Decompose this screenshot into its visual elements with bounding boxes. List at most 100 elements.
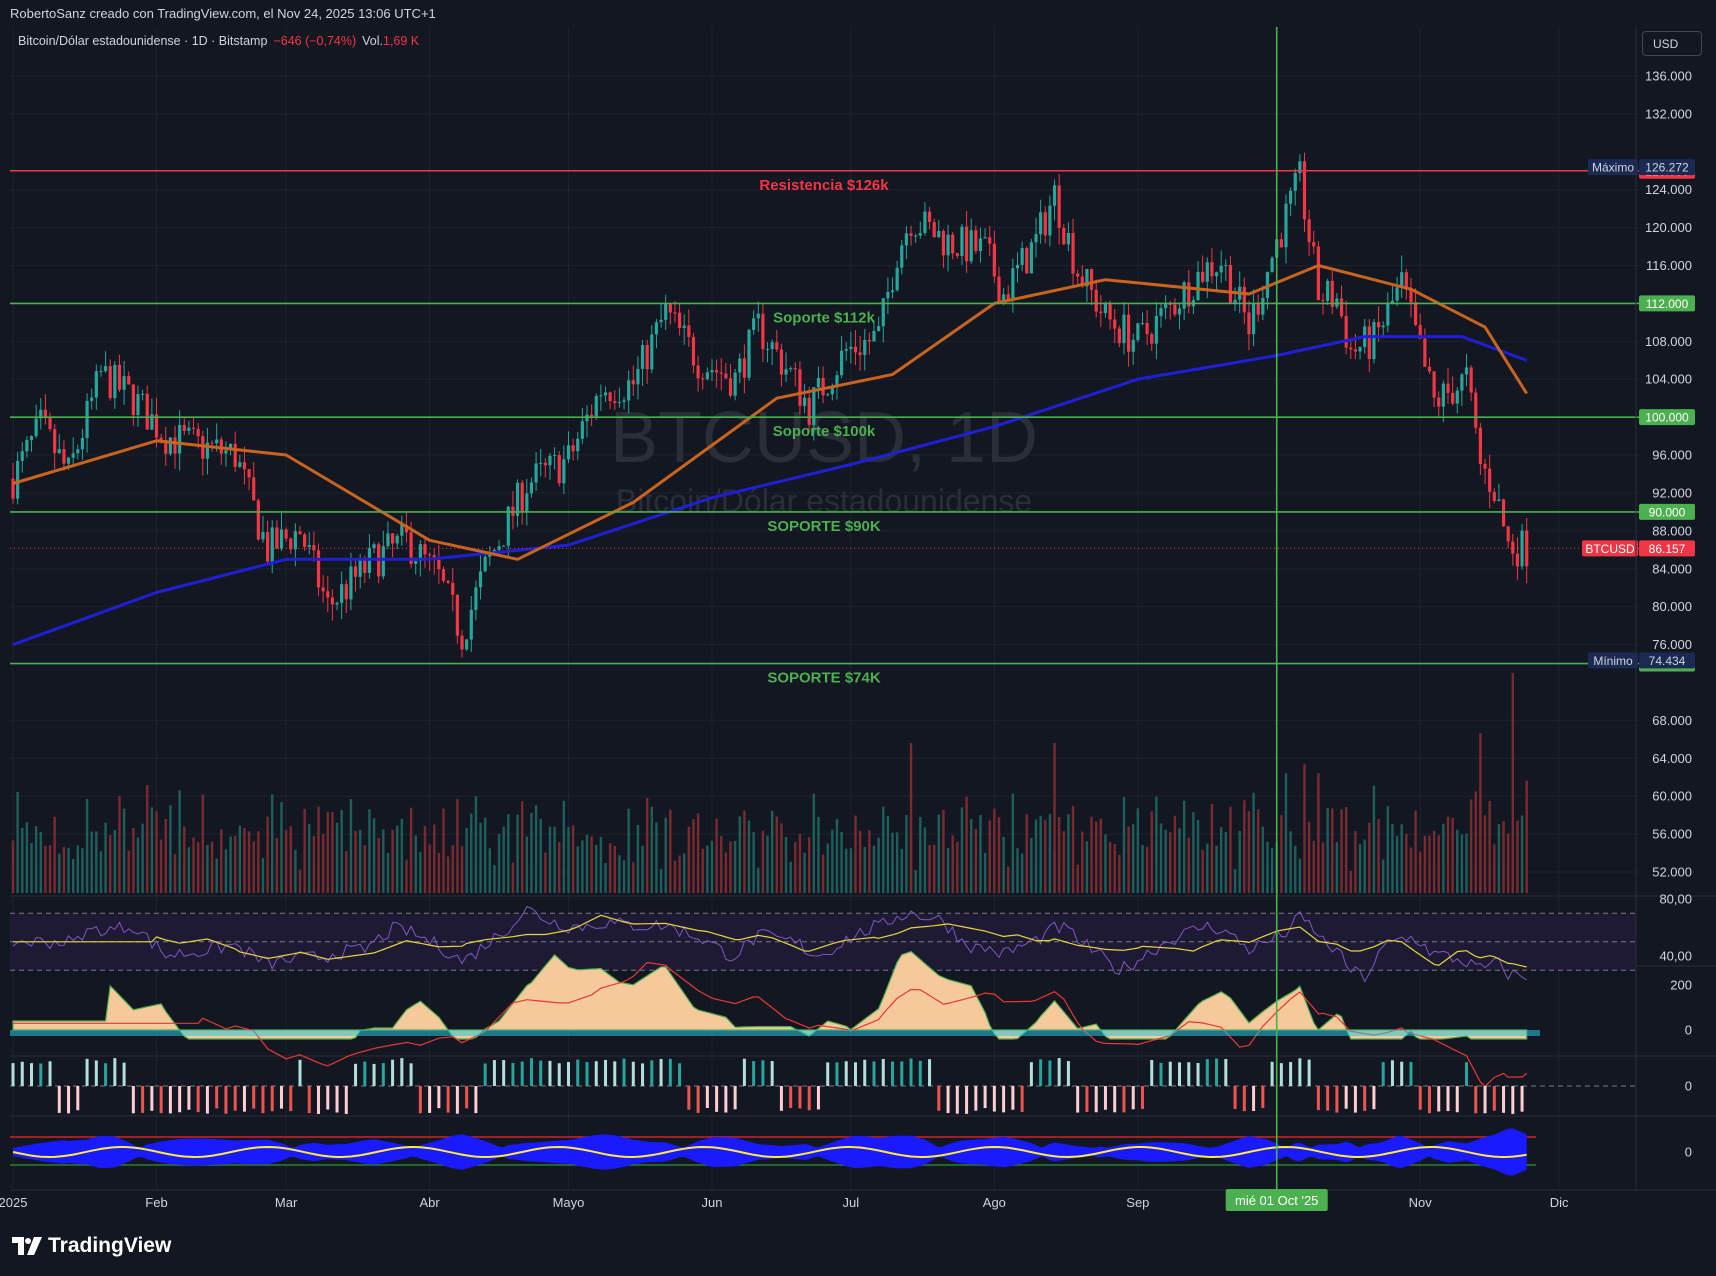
volume-bar	[1150, 811, 1153, 893]
trend-bar	[437, 1086, 441, 1109]
trend-bar	[428, 1086, 432, 1113]
candle	[90, 397, 94, 401]
trend-bar	[483, 1063, 487, 1086]
volume-bar	[1488, 800, 1491, 893]
candle	[238, 462, 242, 467]
volume-bar	[752, 831, 755, 893]
candle	[1136, 323, 1140, 340]
trend-bar	[1511, 1086, 1515, 1114]
volume-bar	[1465, 833, 1468, 893]
candle	[173, 437, 177, 454]
volume-bar	[326, 812, 329, 893]
volume-bar	[1224, 831, 1228, 893]
trend-bar	[289, 1086, 293, 1112]
trend-bar	[224, 1086, 228, 1114]
candle	[1002, 294, 1006, 303]
volume-bar	[1423, 835, 1427, 893]
candle	[122, 376, 126, 390]
volume-bar	[794, 841, 797, 893]
candle	[858, 352, 862, 356]
trend-bar	[659, 1058, 663, 1086]
trend-bar	[678, 1063, 682, 1086]
volume-bar	[497, 833, 501, 893]
volume-bar	[613, 845, 616, 893]
x-tick-label: Jun	[701, 1195, 722, 1210]
trend-bar	[1427, 1086, 1431, 1114]
currency-button[interactable]: USD	[1642, 31, 1702, 56]
volume-bar	[1456, 829, 1459, 893]
trend-bar	[715, 1086, 719, 1112]
candle	[1201, 271, 1205, 282]
candle	[872, 330, 876, 342]
candle	[1126, 314, 1131, 352]
trend-bar	[1502, 1086, 1506, 1113]
volume-bar	[923, 827, 927, 893]
volume-bar	[886, 815, 890, 893]
volume-bar	[25, 822, 29, 893]
candle	[923, 211, 927, 233]
volume-bar	[192, 837, 195, 893]
trend-bar	[1400, 1061, 1404, 1086]
volume-bar	[1057, 817, 1061, 893]
volume-bar	[1414, 810, 1417, 893]
candle	[108, 366, 112, 399]
trend-bar	[1168, 1061, 1172, 1086]
volume-bar	[696, 813, 700, 893]
volume-bar	[1261, 826, 1265, 893]
y-tick-label: 120.000	[1645, 220, 1692, 235]
volume-bar	[585, 834, 589, 893]
trend-tick-label: 0	[1685, 1079, 1692, 1094]
trend-bar	[566, 1062, 570, 1086]
candle	[1154, 315, 1158, 344]
candle	[400, 524, 404, 536]
trend-bar	[955, 1086, 959, 1114]
volume-bar	[1020, 853, 1024, 893]
volume-bar	[136, 837, 140, 893]
candle	[1029, 242, 1033, 274]
volume-bar	[932, 844, 936, 893]
trend-bar	[1057, 1058, 1061, 1086]
candle	[1395, 287, 1399, 301]
volume-bar	[664, 817, 667, 893]
volume-bar	[979, 815, 982, 893]
level-badge-text: 112.000	[1646, 297, 1689, 311]
candle	[863, 339, 867, 356]
trend-bar	[1242, 1086, 1246, 1112]
candle	[520, 482, 524, 512]
candle	[265, 532, 270, 562]
volume-bar	[1196, 820, 1200, 893]
y-tick-label: 52.000	[1652, 865, 1692, 880]
volume-bar	[1386, 806, 1390, 893]
trend-bar	[909, 1058, 913, 1086]
volume-bar	[659, 868, 663, 893]
candle	[465, 639, 469, 650]
candle	[437, 559, 441, 570]
volume-bar	[946, 847, 950, 893]
volume-bar	[868, 830, 871, 893]
volume-bar	[284, 830, 288, 893]
trend-bar	[983, 1086, 987, 1109]
trend-bar	[11, 1063, 15, 1086]
volume-bar	[1303, 764, 1306, 893]
trend-bar	[1113, 1086, 1117, 1113]
candle	[1349, 347, 1353, 350]
candle	[687, 325, 691, 338]
trend-bar	[215, 1086, 219, 1109]
candle	[654, 322, 659, 335]
candle	[1464, 367, 1469, 375]
candle	[1418, 325, 1422, 339]
candle	[1451, 392, 1455, 404]
volume-bar	[442, 808, 445, 893]
volume-bar	[678, 855, 681, 893]
level-label: Soporte $112k	[773, 309, 875, 326]
candle	[488, 553, 492, 557]
volume-bar	[608, 843, 612, 893]
volume-bar	[95, 831, 98, 893]
volume-bar	[141, 823, 144, 893]
volume-bar	[1178, 828, 1181, 893]
candle	[1261, 298, 1265, 315]
volume-bar	[169, 805, 172, 893]
candle	[1409, 289, 1413, 303]
trend-bar	[511, 1063, 515, 1086]
